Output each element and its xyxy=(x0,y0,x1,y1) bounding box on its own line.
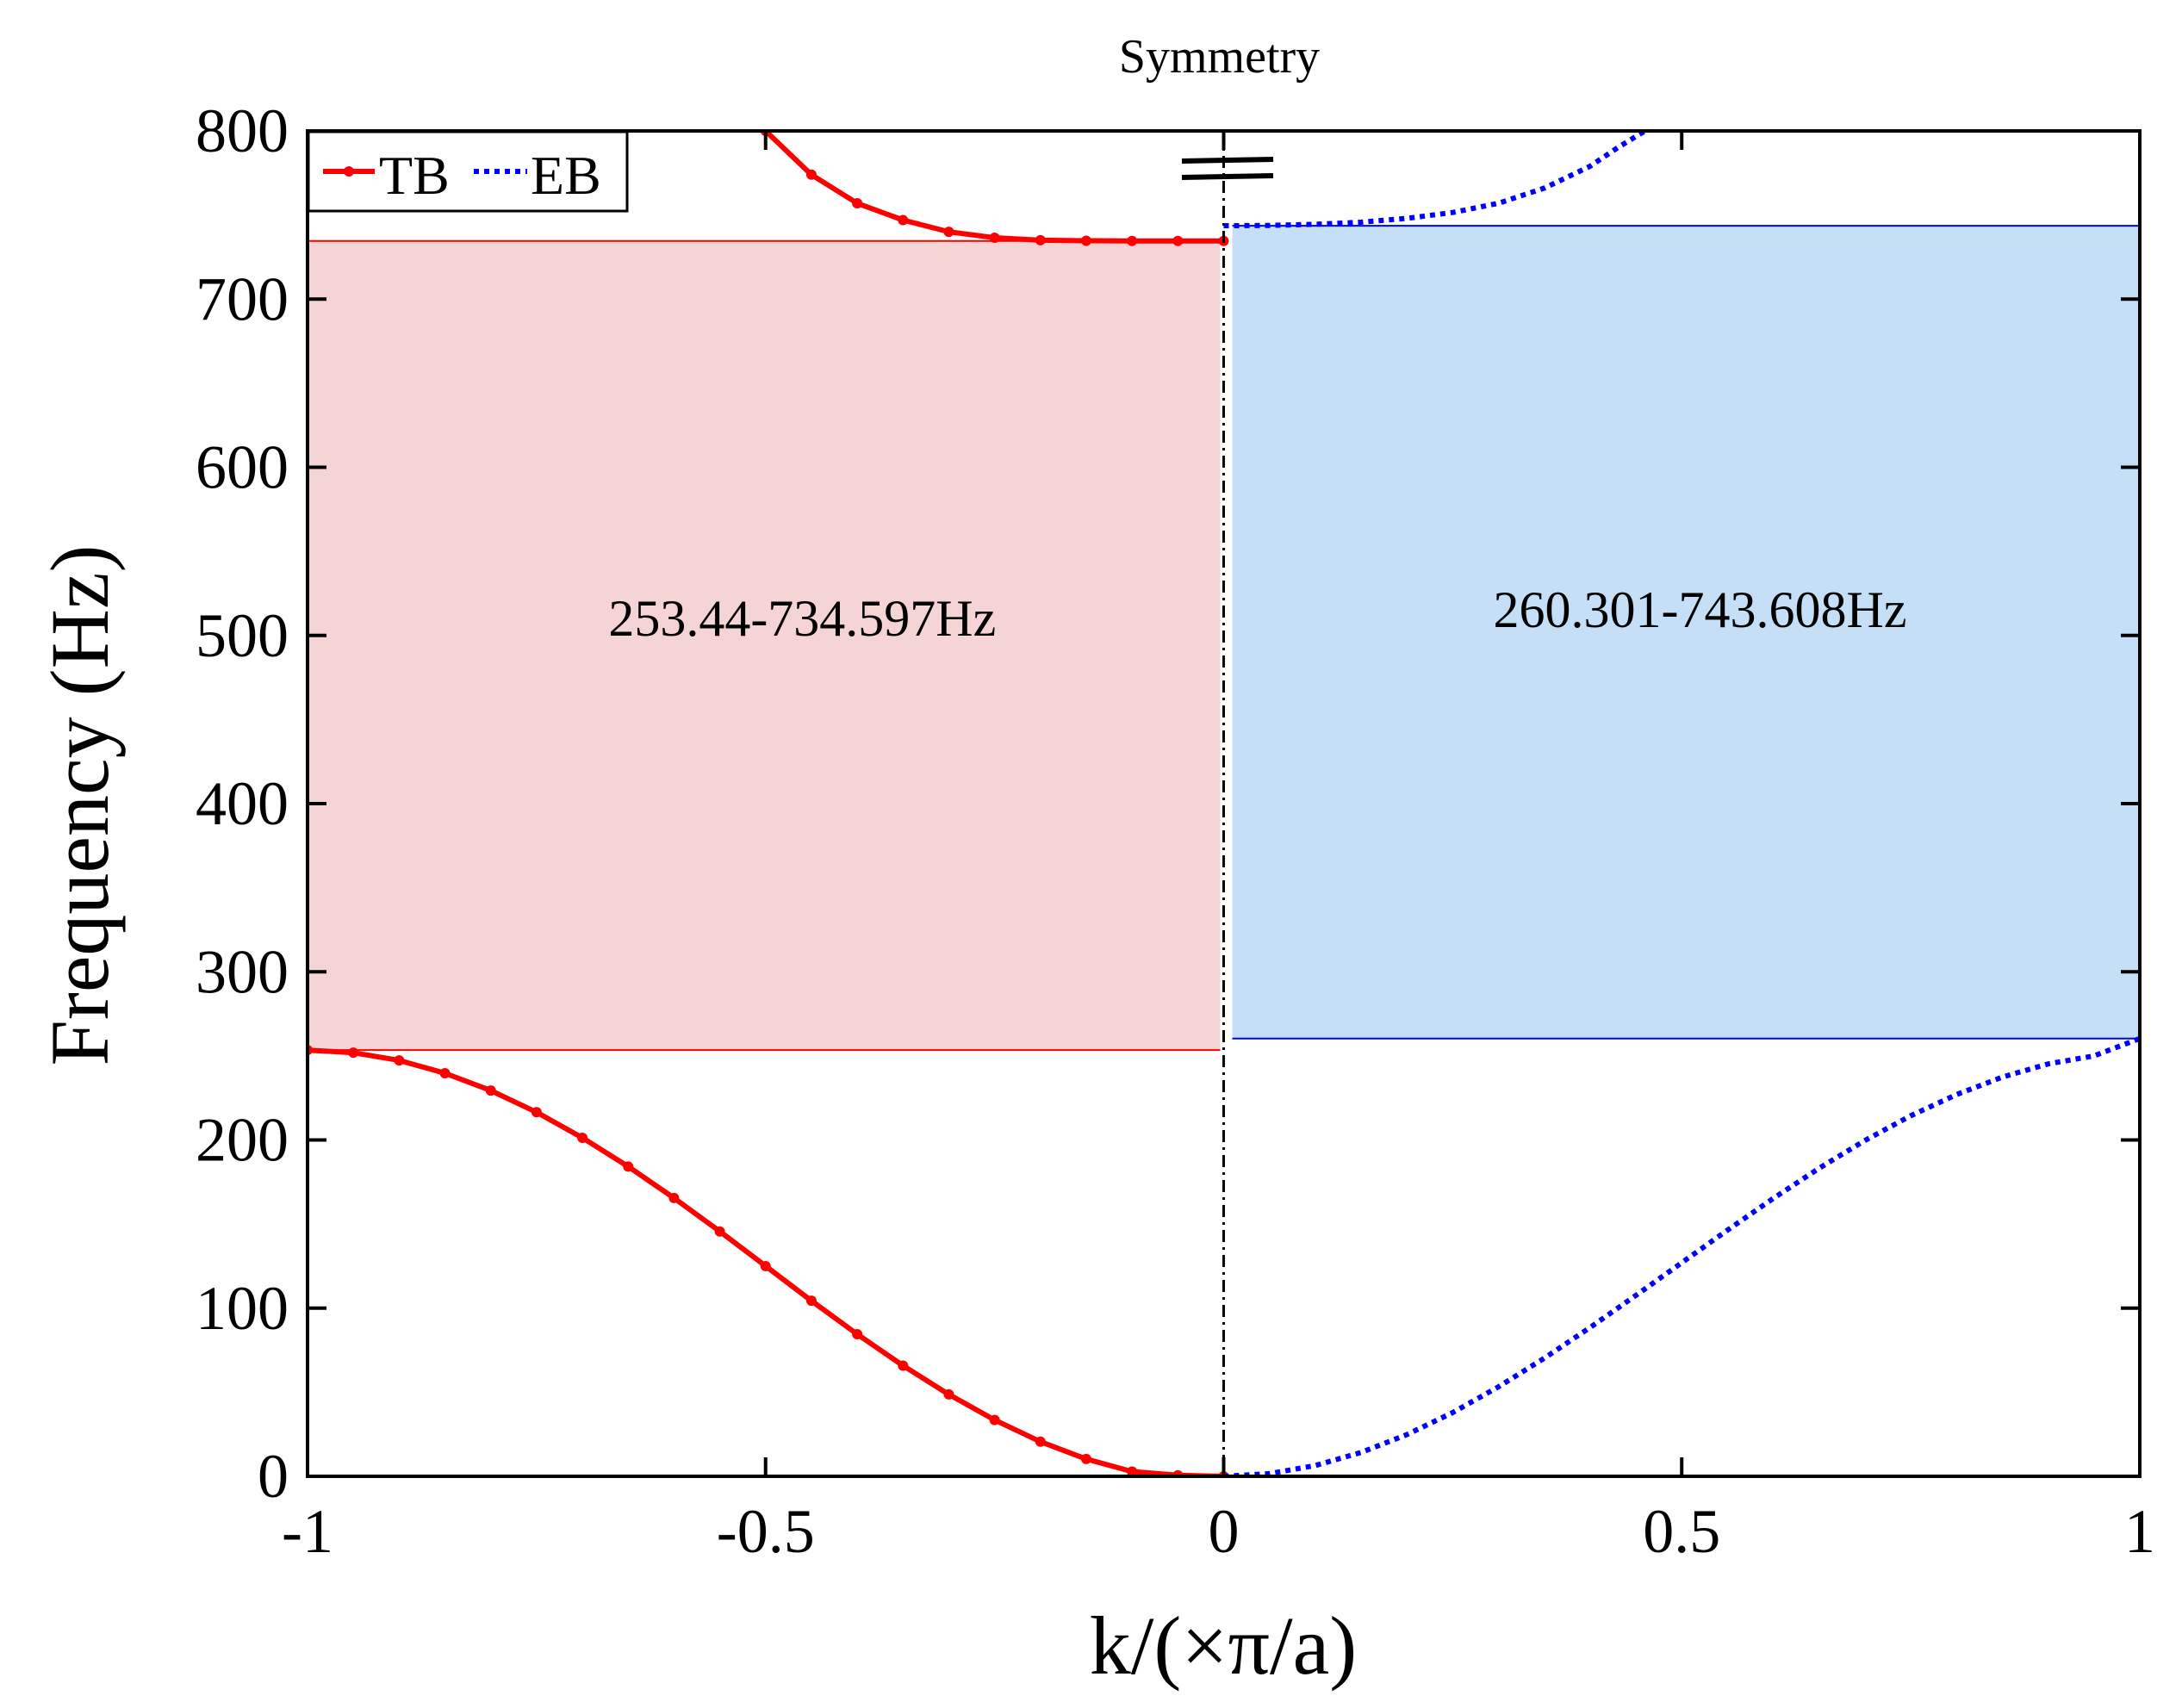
y-tick-label-4: 400 xyxy=(196,769,289,838)
y-tick-label-6: 600 xyxy=(196,433,289,502)
y-axis-label: Frequency (Hz) xyxy=(34,544,126,1065)
series-1-point-4 xyxy=(943,227,954,238)
series-0-point-13 xyxy=(898,1360,909,1371)
legend: TB EB xyxy=(307,130,629,213)
series-1-point-5 xyxy=(989,232,1000,243)
series-1-point-7 xyxy=(1080,235,1091,246)
bandgap-label-1: 260.301-743.608Hz xyxy=(1494,581,1907,638)
y-tick-label-1: 100 xyxy=(196,1274,289,1343)
series-0-point-12 xyxy=(852,1329,863,1340)
y-tick-label-0: 0 xyxy=(258,1442,289,1511)
series-1-point-3 xyxy=(898,214,909,226)
series-0-point-9 xyxy=(714,1226,725,1237)
y-tick-label-3: 300 xyxy=(196,937,289,1006)
series-0-point-10 xyxy=(760,1260,771,1271)
y-tick-label-7: 700 xyxy=(196,264,289,333)
bandgap-rect-1 xyxy=(1232,226,2140,1039)
x-tick-label-1: -0.5 xyxy=(717,1497,815,1566)
y-tick-label-5: 500 xyxy=(196,601,289,670)
bandgap-rect-0 xyxy=(308,240,1221,1051)
band-curves xyxy=(308,131,2140,1476)
legend-tb-marker xyxy=(344,166,354,177)
symmetry-label: Symmetry xyxy=(1119,30,1320,84)
series-0-point-5 xyxy=(531,1107,542,1118)
legend-tb-label: TB xyxy=(379,145,450,206)
series-0-point-14 xyxy=(943,1388,954,1400)
series-1-point-2 xyxy=(852,197,863,208)
series-1-point-1 xyxy=(805,169,817,180)
x-axis-label: k/(×π/a) xyxy=(1090,1599,1358,1692)
series-1-point-8 xyxy=(1127,235,1138,246)
series-0-point-3 xyxy=(439,1067,451,1078)
series-0-point-8 xyxy=(668,1192,680,1203)
series-0-point-7 xyxy=(623,1161,634,1172)
series-0-point-4 xyxy=(485,1085,496,1096)
bandgap-labels: 253.44-734.597Hz 260.301-743.608Hz xyxy=(608,581,1906,647)
series-0-point-6 xyxy=(577,1132,588,1143)
x-tick-label-2: 0 xyxy=(1209,1497,1240,1566)
x-tick-label-3: 0.5 xyxy=(1643,1497,1720,1566)
series-0-point-15 xyxy=(989,1414,1000,1425)
series-0-point-18 xyxy=(1127,1466,1138,1476)
series-line-3 xyxy=(1223,131,1647,229)
series-1-point-6 xyxy=(1035,234,1046,245)
bandgap-regions xyxy=(308,225,2140,1052)
y-tick-label-2: 200 xyxy=(196,1106,289,1175)
y-tick-label-8: 800 xyxy=(196,96,289,165)
series-line-2 xyxy=(1223,1035,2140,1476)
series-0-point-17 xyxy=(1080,1453,1091,1464)
axis-break-mark xyxy=(1181,157,1274,180)
x-tick-label-4: 1 xyxy=(2124,1497,2155,1566)
series-0-point-11 xyxy=(805,1295,817,1307)
series-0-point-16 xyxy=(1035,1436,1046,1447)
axis-ticks: -1 -0.5 0 0.5 1 0 100 200 300 400 500 600 700 800 xyxy=(196,96,2155,1566)
legend-eb-label: EB xyxy=(531,145,601,206)
series-0-point-2 xyxy=(394,1055,405,1066)
bandgap-label-0: 253.44-734.597Hz xyxy=(608,590,996,647)
x-tick-label-0: -1 xyxy=(282,1497,333,1566)
series-1-point-9 xyxy=(1172,235,1184,246)
series-0-point-1 xyxy=(348,1047,359,1059)
